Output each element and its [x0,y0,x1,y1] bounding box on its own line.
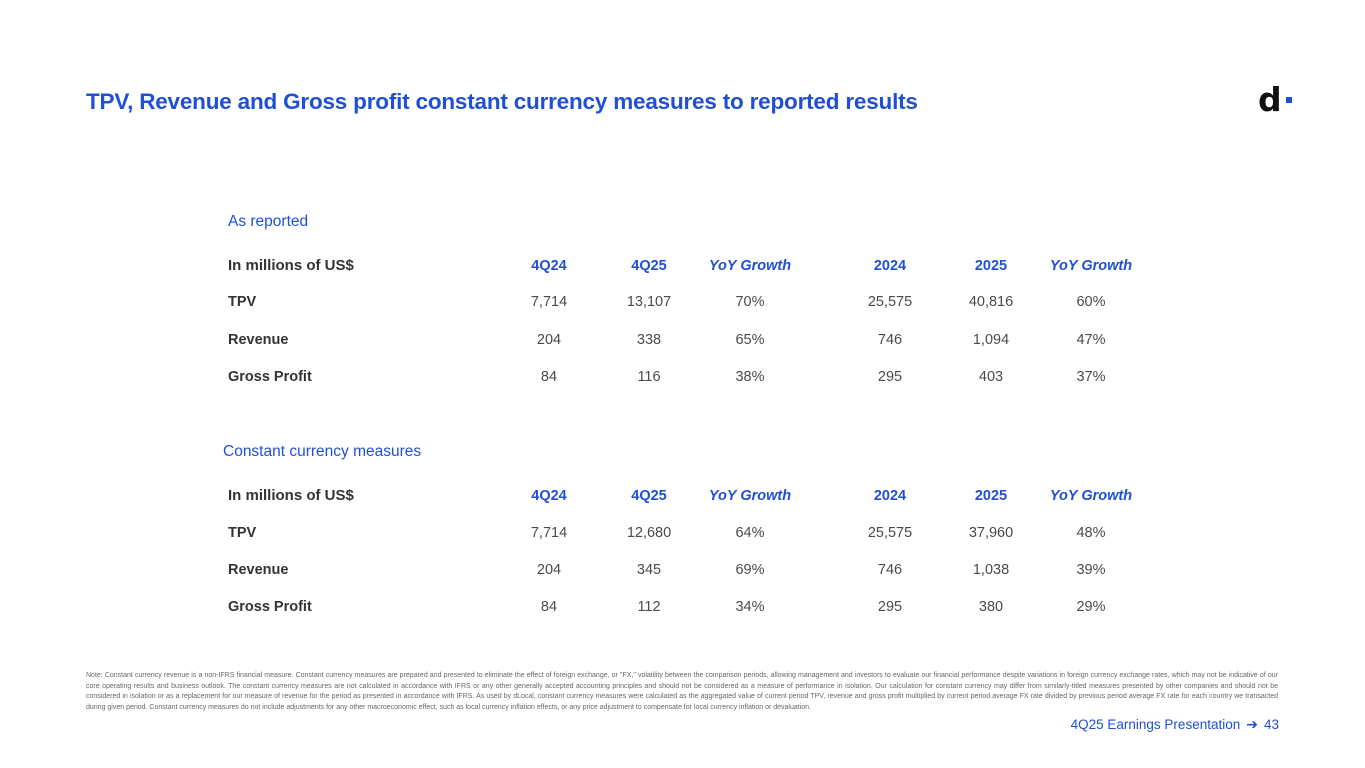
table-cell: 34% [735,599,765,615]
table-cell: 338 [636,332,662,348]
table-cell: 1,094 [972,332,1010,348]
table-cell: 204 [536,332,562,348]
table-cell: 112 [637,599,661,615]
table-cell: 65% [735,332,765,348]
table-cell: 295 [877,599,903,615]
table-cell: 60% [1076,294,1106,310]
presentation-name: 4Q25 Earnings Presentation [1070,717,1241,732]
column-header: YoY Growth [1049,258,1133,274]
table-cell: 116 [637,369,661,385]
table-cell: 47% [1076,332,1106,348]
table-cell: 25,575 [867,525,913,541]
table-cell: 70% [735,294,765,310]
table-cell: 13,107 [626,294,672,310]
footnote: Note: Constant currency revenue is a non… [86,672,1278,711]
footer: 4Q25 Earnings Presentation ➔ 43 [1071,716,1279,733]
table-cell: 1,038 [972,562,1010,578]
row-label: Revenue [228,562,289,578]
row-label: Revenue [228,332,289,348]
section-label-constant-currency: Constant currency measures [223,443,422,460]
table-cell: 380 [978,599,1004,615]
table-row: Gross Profit 84 112 34% 295 380 29% [0,595,1365,619]
table-cell: 84 [540,599,558,615]
table-cell: 746 [877,332,903,348]
page-number: 43 [1263,717,1279,732]
column-header: YoY Growth [708,258,792,274]
column-header: 2025 [974,488,1008,504]
row-header-label: In millions of US$ [228,487,354,504]
table-row: Revenue 204 338 65% 746 1,094 47% [0,328,1365,352]
table-cell: 345 [636,562,662,578]
column-header: 2024 [873,488,907,504]
table-cell: 295 [877,369,903,385]
row-label: TPV [228,525,257,541]
table-cell: 64% [735,525,765,541]
table-cell: 7,714 [530,525,568,541]
table-header-row: In millions of US$ 4Q24 4Q25 YoY Growth … [0,484,1365,508]
column-header: 2025 [974,258,1008,274]
section-label-as-reported: As reported [228,213,309,230]
column-header: 4Q25 [631,488,667,504]
table-cell: 29% [1076,599,1106,615]
page-title: TPV, Revenue and Gross profit constant c… [86,89,918,114]
row-label: TPV [228,294,257,310]
column-header: 2024 [873,258,907,274]
row-label: Gross Profit [228,369,312,385]
column-header: YoY Growth [708,488,792,504]
arrow-right-icon: ➔ [1246,716,1258,732]
table-cell: 12,680 [626,525,672,541]
column-header: 4Q24 [531,258,567,274]
table-cell: 69% [735,562,765,578]
logo-dot-icon [1286,97,1292,103]
table-cell: 37,960 [968,525,1014,541]
table-header-row: In millions of US$ 4Q24 4Q25 YoY Growth … [0,254,1365,278]
table-cell: 38% [735,369,765,385]
table-row: TPV 7,714 13,107 70% 25,575 40,816 60% [0,290,1365,314]
table-row: Gross Profit 84 116 38% 295 403 37% [0,365,1365,389]
table-cell: 39% [1076,562,1106,578]
table-row: TPV 7,714 12,680 64% 25,575 37,960 48% [0,521,1365,545]
table-cell: 84 [540,369,558,385]
column-header: YoY Growth [1049,488,1133,504]
row-label: Gross Profit [228,599,312,615]
table-cell: 746 [877,562,903,578]
table-cell: 403 [978,369,1004,385]
row-header-label: In millions of US$ [228,257,354,274]
table-cell: 37% [1076,369,1106,385]
column-header: 4Q24 [531,488,567,504]
dlocal-logo: d [1258,80,1282,119]
table-cell: 25,575 [867,294,913,310]
table-cell: 204 [536,562,562,578]
table-cell: 7,714 [530,294,568,310]
table-row: Revenue 204 345 69% 746 1,038 39% [0,558,1365,582]
table-cell: 40,816 [968,294,1014,310]
column-header: 4Q25 [631,258,667,274]
table-cell: 48% [1076,525,1106,541]
